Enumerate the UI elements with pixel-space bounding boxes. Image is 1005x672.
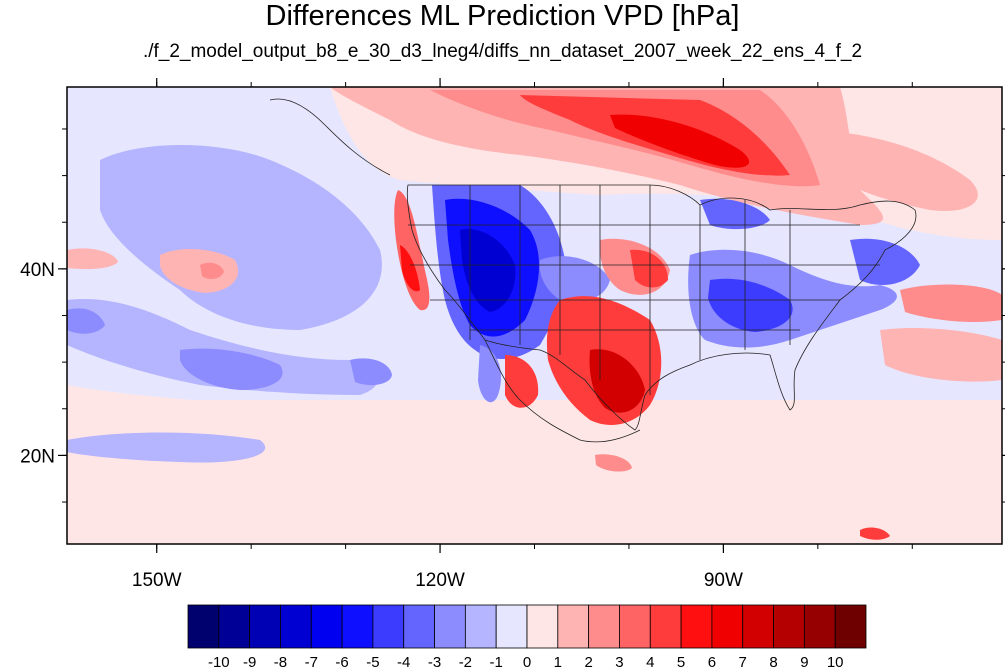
west-coast-red-core (400, 245, 420, 292)
pacific-blue-4 (350, 358, 392, 386)
pacific-blue-1 (100, 145, 382, 330)
colorbar-label-18: 8 (769, 654, 777, 671)
colorbar-box-17 (711, 604, 744, 649)
colorbar-label-6: -4 (397, 654, 410, 671)
colorbar-label-3: -7 (305, 654, 318, 671)
pacific-pink-3 (67, 248, 118, 270)
colorbar-label-20: 10 (827, 654, 844, 671)
state-lines (408, 185, 880, 395)
lon-label-2: 90W (704, 570, 743, 591)
colorbar-label-2: -8 (274, 654, 287, 671)
colorbar-label-17: 7 (739, 654, 747, 671)
great-lakes-blue (700, 198, 770, 230)
colorbar-box-10 (495, 604, 528, 649)
colorbar-box-7 (403, 604, 435, 649)
canada-east-red (800, 130, 978, 211)
colorbar-label-7: -3 (428, 654, 441, 671)
colorbar-label-4: -6 (335, 654, 348, 671)
pacific-pink-2 (200, 262, 224, 280)
pacific-blue-3 (180, 348, 283, 390)
colorbar-box-12 (557, 604, 590, 649)
tropical-red-2 (860, 527, 890, 540)
colorbar-box-8 (434, 604, 466, 649)
colorbar-box-1 (218, 604, 251, 649)
east-us-blue-core (708, 278, 793, 332)
pacific-blue-2 (67, 299, 379, 395)
map-title: Differences ML Prediction VPD [hPa] (265, 0, 740, 32)
colorbar-box-13 (588, 604, 620, 649)
lat-label-1: 20N (20, 446, 55, 467)
midwest-red (630, 249, 668, 288)
colorbar-label-10: 0 (523, 654, 531, 671)
colorbar-label-15: 5 (677, 654, 685, 671)
colorbar-box-9 (464, 604, 497, 649)
colorbar-label-19: 9 (800, 654, 808, 671)
colorbar-label-0: -10 (208, 654, 230, 671)
colorbar-box-6 (372, 604, 405, 649)
canada-coast (269, 98, 391, 176)
pacific-blue-5 (67, 308, 105, 334)
colorbar-box-21 (834, 604, 867, 649)
west-us-blue-core (460, 229, 516, 312)
atlantic-pink (880, 328, 1002, 382)
colorbar-box-11 (526, 604, 559, 649)
pacific-blue-6 (67, 432, 266, 463)
colorbar-label-14: 4 (646, 654, 654, 671)
colorbar-label-8: -2 (459, 654, 472, 671)
colorbar-box-16 (680, 604, 713, 649)
colorbar-box-18 (742, 604, 774, 649)
pacific-pink-1 (160, 248, 239, 293)
mexico-outline (484, 339, 641, 443)
lat-label-0: 40N (20, 260, 55, 281)
colorbar-label-13: 3 (615, 654, 623, 671)
plains-blue (539, 256, 610, 302)
texas-red-core (589, 349, 645, 413)
colorbar-box-3 (280, 604, 312, 649)
colorbar-box-4 (310, 604, 343, 649)
baja-blue (478, 345, 501, 403)
canada-red-max (610, 114, 750, 168)
mexico-red (505, 355, 539, 408)
west-coast-red (394, 190, 430, 311)
colorbar-label-1: -9 (243, 654, 256, 671)
coastline-layer (269, 98, 917, 443)
colorbar-box-14 (619, 604, 651, 649)
pink-band-west (67, 385, 380, 544)
lon-label-0: 150W (132, 570, 182, 591)
tropical-red-1 (595, 454, 632, 472)
colorbar-label-5: -5 (366, 654, 379, 671)
colorbar-label-16: 6 (708, 654, 716, 671)
colorbar-label-11: 1 (554, 654, 562, 671)
atlantic-red (900, 284, 1002, 323)
field-layer (67, 87, 1002, 544)
colorbar-label-9: -1 (490, 654, 503, 671)
colorbar-label-12: 2 (584, 654, 592, 671)
colorbar-box-5 (341, 604, 374, 649)
colorbar-box-15 (649, 604, 682, 649)
colorbar-box-20 (803, 604, 836, 649)
colorbar-box-19 (773, 604, 805, 649)
map-subtitle: ./f_2_model_output_b8_e_30_d3_lneg4/diff… (142, 41, 863, 62)
colorbar-box-2 (249, 604, 281, 649)
colorbar: -10 -9 -8 -7 -6 -5 -4 -3 -2 -1 0 1 2 3 4 5 6 7 8 9 10 (187, 604, 867, 671)
lon-label-1: 120W (415, 570, 465, 591)
northeast-blue (850, 238, 920, 285)
colorbar-box-0 (187, 604, 220, 649)
